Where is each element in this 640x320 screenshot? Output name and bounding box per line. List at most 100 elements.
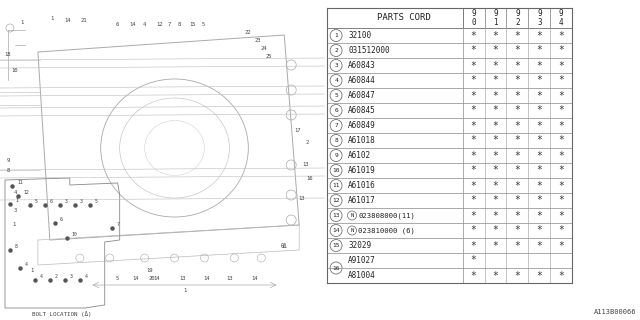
Text: 1: 1	[334, 33, 338, 38]
Text: *: *	[493, 165, 499, 175]
Text: *: *	[515, 121, 520, 131]
Text: 023808000(11): 023808000(11)	[358, 212, 415, 219]
Text: 11: 11	[332, 183, 340, 188]
Text: 5: 5	[334, 93, 338, 98]
Text: *: *	[493, 180, 499, 190]
Text: θΔ: θΔ	[281, 244, 287, 250]
Text: *: *	[515, 241, 520, 251]
Text: *: *	[558, 45, 564, 55]
Text: A61019: A61019	[348, 166, 376, 175]
Text: *: *	[515, 30, 520, 41]
Text: 031512000: 031512000	[348, 46, 390, 55]
Text: *: *	[558, 226, 564, 236]
Text: *: *	[536, 91, 542, 100]
Text: 6: 6	[50, 199, 52, 204]
Text: *: *	[558, 135, 564, 146]
Text: 9
0: 9 0	[471, 9, 476, 27]
Text: *: *	[558, 106, 564, 116]
Text: *: *	[558, 196, 564, 205]
Text: *: *	[493, 76, 499, 85]
Text: *: *	[558, 60, 564, 70]
Text: 3: 3	[334, 63, 338, 68]
Text: *: *	[493, 211, 499, 220]
Text: *: *	[536, 165, 542, 175]
Text: 9
4: 9 4	[559, 9, 564, 27]
Text: *: *	[558, 91, 564, 100]
Text: 12: 12	[156, 21, 163, 27]
Text: 32029: 32029	[348, 241, 371, 250]
Text: *: *	[470, 30, 477, 41]
Text: *: *	[493, 270, 499, 281]
Text: 9
1: 9 1	[493, 9, 498, 27]
Text: *: *	[470, 270, 477, 281]
Text: *: *	[493, 45, 499, 55]
Text: 8: 8	[334, 138, 338, 143]
Text: *: *	[470, 226, 477, 236]
Text: 13: 13	[179, 276, 186, 281]
Text: 1: 1	[20, 20, 24, 25]
Text: 1: 1	[183, 287, 186, 292]
Text: *: *	[493, 60, 499, 70]
Text: 9: 9	[334, 153, 338, 158]
Text: 7: 7	[116, 222, 120, 227]
Text: *: *	[515, 196, 520, 205]
Text: 6: 6	[60, 217, 63, 222]
Text: A61016: A61016	[348, 181, 376, 190]
Text: *: *	[470, 121, 477, 131]
Text: *: *	[558, 211, 564, 220]
Text: 3: 3	[13, 207, 17, 212]
Text: 15: 15	[332, 243, 340, 248]
Text: 8: 8	[15, 244, 18, 249]
Text: 13: 13	[332, 213, 340, 218]
Text: 5: 5	[116, 276, 119, 281]
Text: *: *	[515, 76, 520, 85]
Text: *: *	[470, 150, 477, 161]
Text: 20: 20	[148, 276, 155, 281]
Text: 25: 25	[266, 53, 273, 59]
Text: *: *	[493, 150, 499, 161]
Text: *: *	[515, 180, 520, 190]
Text: 4: 4	[13, 189, 17, 195]
Text: BOLT LOCATION (Δ): BOLT LOCATION (Δ)	[32, 311, 92, 317]
Text: 1: 1	[50, 15, 54, 20]
Text: 8: 8	[178, 21, 181, 27]
Text: 9
3: 9 3	[537, 9, 541, 27]
Text: 6: 6	[334, 108, 338, 113]
Text: 12: 12	[332, 198, 340, 203]
Text: 15: 15	[189, 21, 196, 27]
Text: *: *	[493, 135, 499, 146]
Text: *: *	[536, 76, 542, 85]
Text: 14: 14	[132, 276, 139, 281]
Text: *: *	[470, 180, 477, 190]
Text: 11: 11	[17, 180, 22, 185]
Text: *: *	[493, 196, 499, 205]
Text: *: *	[515, 91, 520, 100]
Text: PARTS CORD: PARTS CORD	[377, 13, 431, 22]
Text: 7: 7	[334, 123, 338, 128]
Text: *: *	[536, 226, 542, 236]
Text: *: *	[470, 60, 477, 70]
Text: 5: 5	[35, 199, 38, 204]
Text: *: *	[558, 30, 564, 41]
Text: 9: 9	[6, 157, 10, 163]
Text: 14: 14	[203, 276, 210, 281]
Text: *: *	[536, 180, 542, 190]
Text: 1: 1	[30, 268, 33, 273]
Text: 10: 10	[332, 168, 340, 173]
Text: *: *	[558, 121, 564, 131]
Text: 4: 4	[334, 78, 338, 83]
Text: *: *	[515, 60, 520, 70]
Text: *: *	[515, 135, 520, 146]
Text: 16: 16	[306, 175, 312, 180]
Text: *: *	[470, 165, 477, 175]
Text: 8: 8	[6, 167, 10, 172]
Text: *: *	[558, 180, 564, 190]
Text: 4: 4	[143, 21, 146, 27]
Text: A60844: A60844	[348, 76, 376, 85]
Text: N: N	[350, 228, 354, 233]
Text: *: *	[493, 91, 499, 100]
Text: *: *	[470, 211, 477, 220]
Text: *: *	[515, 45, 520, 55]
Text: *: *	[558, 150, 564, 161]
Text: 23: 23	[254, 37, 260, 43]
